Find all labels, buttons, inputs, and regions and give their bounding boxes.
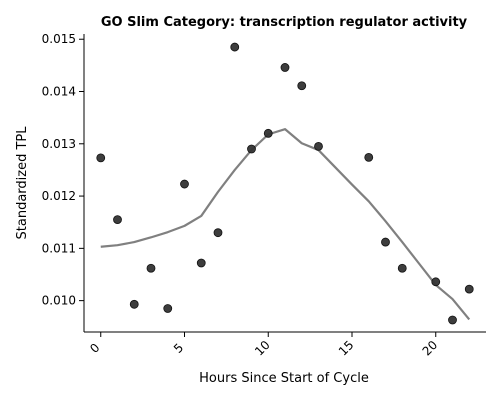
data-point bbox=[464, 284, 474, 294]
data-point bbox=[297, 81, 307, 91]
chart-title: GO Slim Category: transcription regulato… bbox=[101, 15, 468, 30]
data-point bbox=[247, 144, 256, 154]
y-ticks: 0.010 0.011 0.012 0.013 0.014 0.015 bbox=[42, 32, 84, 308]
x-tick-label: 0 bbox=[87, 341, 102, 356]
data-point bbox=[397, 263, 407, 273]
y-tick-label: 0.013 bbox=[42, 137, 76, 151]
x-tick-label: 5 bbox=[171, 341, 186, 356]
data-point bbox=[364, 152, 374, 162]
data-point bbox=[196, 258, 206, 268]
y-tick-label: 0.014 bbox=[42, 85, 76, 99]
x-tick-label: 10 bbox=[252, 338, 273, 359]
plot-area bbox=[96, 42, 474, 325]
x-tick-label: 20 bbox=[420, 338, 441, 359]
data-point bbox=[431, 277, 441, 287]
y-tick-label: 0.012 bbox=[42, 189, 76, 203]
trend-line bbox=[100, 128, 471, 321]
data-point bbox=[96, 153, 106, 163]
x-ticks: 0 5 10 15 20 bbox=[87, 332, 440, 359]
data-point bbox=[180, 179, 189, 189]
data-point bbox=[146, 263, 156, 273]
data-point bbox=[129, 299, 139, 309]
data-point bbox=[448, 315, 457, 325]
data-point bbox=[263, 128, 273, 138]
y-tick-label: 0.011 bbox=[42, 241, 76, 255]
data-point bbox=[381, 237, 390, 247]
x-axis-label: Hours Since Start of Cycle bbox=[199, 371, 369, 386]
x-tick-label: 15 bbox=[336, 338, 357, 359]
data-point bbox=[163, 304, 173, 313]
data-point bbox=[213, 228, 223, 238]
data-point bbox=[280, 63, 290, 72]
y-axis-label: Standardized TPL bbox=[15, 126, 30, 240]
data-point bbox=[113, 215, 122, 225]
y-tick-label: 0.015 bbox=[42, 32, 76, 46]
y-tick-label: 0.010 bbox=[42, 294, 76, 308]
data-point bbox=[314, 141, 323, 151]
data-point bbox=[230, 42, 240, 52]
